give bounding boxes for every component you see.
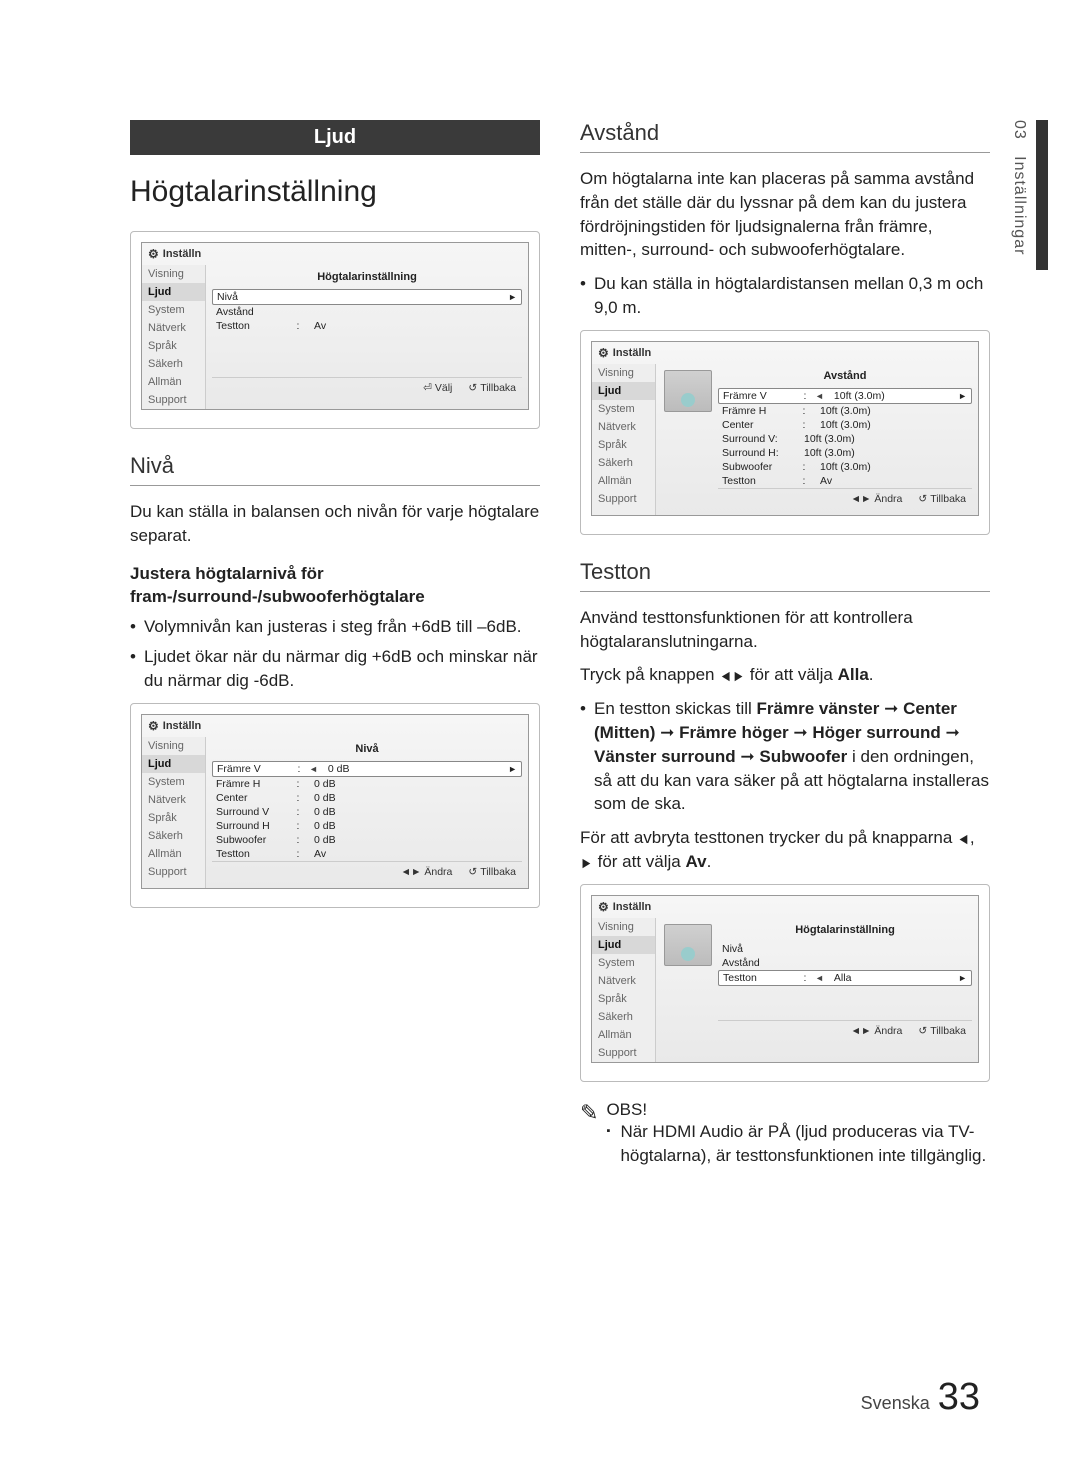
speaker-layout-thumbnail	[664, 370, 712, 412]
chapter-label: Inställningar	[1011, 156, 1028, 255]
note-icon: ✎	[580, 1100, 598, 1126]
obs-note: ✎ OBS! När HDMI Audio är PÅ (ljud produc…	[580, 1100, 990, 1168]
bullet-item: Volymnivån kan justeras i steg från +6dB…	[130, 615, 540, 639]
osd-header: ⚙ Inställn	[142, 243, 528, 265]
osd-row[interactable]: Främre V:◄0 dB►	[212, 761, 522, 777]
osd-row-niva[interactable]: Nivå ►	[212, 289, 522, 305]
left-arrow-icon: ◄	[719, 666, 732, 688]
osd-row-testton[interactable]: Testton : Av	[212, 319, 522, 333]
osd-row[interactable]: Surround V:10ft (3.0m)	[718, 432, 972, 446]
return-icon: ↺	[468, 866, 477, 878]
osd-row[interactable]: Surround V:0 dB	[212, 805, 522, 819]
osd-row[interactable]: Främre H:0 dB	[212, 777, 522, 791]
osd-row-testton-alla[interactable]: Testton : ◄ Alla ►	[718, 970, 972, 986]
osd-row[interactable]: Surround H:0 dB	[212, 819, 522, 833]
right-arrow-icon: ►	[580, 852, 593, 874]
heading-avstand: Avstånd	[580, 120, 990, 153]
osd-side-item[interactable]: Visning	[142, 265, 205, 283]
heading-hogtalarinstallning: Högtalarinställning	[130, 175, 540, 209]
osd-row[interactable]: Subwoofer:10ft (3.0m)	[718, 460, 972, 474]
side-tab-bar	[1036, 120, 1048, 270]
osd-side-item[interactable]: System	[142, 301, 205, 319]
testton-sequence: En testton skickas till Främre vänster ➞…	[580, 697, 990, 816]
chapter-side-tab: 03 Inställningar	[1008, 120, 1030, 280]
osd-row[interactable]: Subwoofer:0 dB	[212, 833, 522, 847]
page-footer: Svenska 33	[861, 1376, 980, 1419]
left-column: Ljud Högtalarinställning ⚙ Inställn Visn…	[130, 120, 540, 1167]
bullet-item: Ljudet ökar när du närmar dig +6dB och m…	[130, 645, 540, 693]
enter-icon: ⏎	[423, 382, 432, 394]
osd-footer: ⏎Välj ↺Tillbaka	[212, 377, 522, 398]
footer-lang: Svenska	[861, 1393, 930, 1414]
chevron-right-icon: ►	[508, 292, 517, 302]
osd-row[interactable]: Testton:Av	[212, 847, 522, 861]
return-icon: ↺	[918, 493, 927, 505]
page-number: 33	[938, 1376, 980, 1419]
osd-panel-speaker-settings: ⚙ Inställn Visning Ljud System Nätverk S…	[130, 231, 540, 429]
return-icon: ↺	[918, 1025, 927, 1037]
testton-desc: Använd testtonsfunktionen för att kontro…	[580, 606, 990, 654]
niva-subtitle: Justera högtalarnivå för fram-/surround-…	[130, 562, 540, 610]
niva-desc: Du kan ställa in balansen och nivån för …	[130, 500, 540, 548]
niva-bullets: Volymnivån kan justeras i steg från +6dB…	[130, 615, 540, 692]
lr-arrows-icon: ◄►	[401, 866, 422, 878]
osd-row[interactable]: Främre V:◄10ft (3.0m)►	[718, 388, 972, 404]
osd-sidebar: Visning Ljud System Nätverk Språk Säkerh…	[142, 265, 206, 409]
osd-row[interactable]: Surround H:10ft (3.0m)	[718, 446, 972, 460]
gear-icon: ⚙	[148, 719, 159, 733]
testton-cancel: För att avbryta testtonen trycker du på …	[580, 826, 990, 874]
lr-arrows-icon: ◄►	[851, 493, 872, 505]
osd-side-item[interactable]: Allmän	[142, 373, 205, 391]
osd-row[interactable]: Center:10ft (3.0m)	[718, 418, 972, 432]
chapter-number: 03	[1011, 120, 1028, 140]
heading-niva: Nivå	[130, 453, 540, 486]
osd-row[interactable]: Främre H:10ft (3.0m)	[718, 404, 972, 418]
osd-side-item[interactable]: Nätverk	[142, 319, 205, 337]
obs-label: OBS!	[606, 1100, 647, 1119]
osd-row-avstand[interactable]: Avstånd	[212, 305, 522, 319]
heading-testton: Testton	[580, 559, 990, 592]
left-arrow-icon: ◄	[957, 828, 970, 850]
osd-brand: Inställn	[163, 248, 202, 260]
right-arrow-icon: ►	[732, 666, 745, 688]
return-icon: ↺	[468, 382, 477, 394]
speaker-layout-thumbnail	[664, 924, 712, 966]
testton-press: Tryck på knappen ◄► för att välja Alla.	[580, 663, 990, 687]
osd-row[interactable]: Center:0 dB	[212, 791, 522, 805]
osd-panel-title: Högtalarinställning	[212, 269, 522, 289]
osd-panel-avstand: ⚙Inställn Visning Ljud System Nätverk Sp…	[580, 330, 990, 535]
osd-side-item[interactable]: Ljud	[142, 283, 205, 301]
obs-item: När HDMI Audio är PÅ (ljud produceras vi…	[606, 1120, 990, 1168]
osd-panel-testton: ⚙Inställn Visning Ljud System Nätverk Sp…	[580, 884, 990, 1082]
osd-side-item[interactable]: Säkerh	[142, 355, 205, 373]
avstand-desc: Om högtalarna inte kan placeras på samma…	[580, 167, 990, 262]
lr-arrows-icon: ◄►	[851, 1025, 872, 1037]
bullet-item: Du kan ställa in högtalardistansen mella…	[580, 272, 990, 320]
osd-side-item[interactable]: Support	[142, 391, 205, 409]
gear-icon: ⚙	[148, 247, 159, 261]
osd-side-item[interactable]: Språk	[142, 337, 205, 355]
gear-icon: ⚙	[598, 346, 609, 360]
right-column: Avstånd Om högtalarna inte kan placeras …	[580, 120, 990, 1167]
section-bar-ljud: Ljud	[130, 120, 540, 155]
gear-icon: ⚙	[598, 900, 609, 914]
osd-panel-niva: ⚙Inställn Visning Ljud System Nätverk Sp…	[130, 703, 540, 908]
osd-row[interactable]: Testton:Av	[718, 474, 972, 488]
